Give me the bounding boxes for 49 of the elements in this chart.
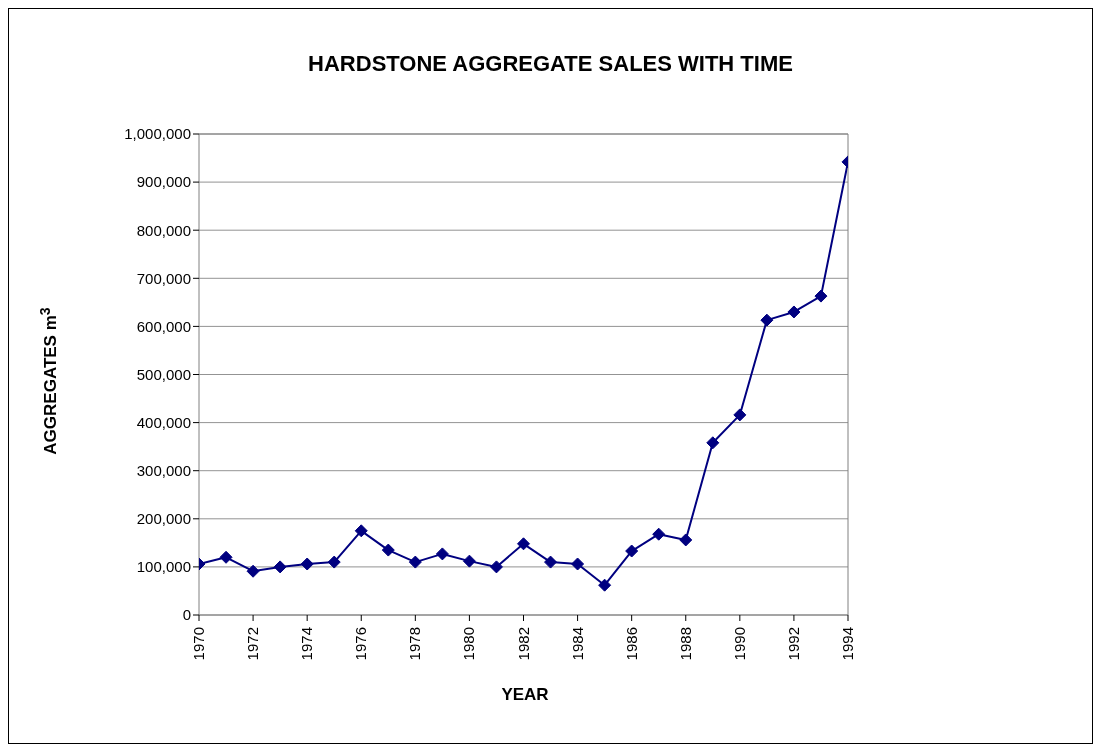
point <box>381 543 395 557</box>
x-tick-label: 1980 <box>460 627 478 661</box>
point <box>814 289 828 303</box>
y-tick-label: 300,000 <box>136 462 191 480</box>
point <box>544 555 558 569</box>
y-tick-label: 700,000 <box>136 269 191 287</box>
point <box>219 550 233 564</box>
y-tick-label: 600,000 <box>136 317 191 335</box>
point <box>598 578 612 592</box>
x-tick-label: 1974 <box>298 627 316 661</box>
x-tick-label: 1976 <box>352 627 370 661</box>
y-tick-label: 200,000 <box>136 510 191 528</box>
x-tick-label: 1986 <box>622 627 640 661</box>
x-tick-label: 1984 <box>568 627 586 661</box>
point <box>760 313 774 327</box>
x-tick-label: 1990 <box>730 627 748 661</box>
point <box>571 557 585 571</box>
point <box>733 408 747 422</box>
x-tick-label: 1972 <box>244 627 262 661</box>
x-tick-label: 1970 <box>190 627 207 661</box>
point <box>706 436 720 450</box>
x-tick-label: 1988 <box>676 627 694 661</box>
point <box>517 537 530 551</box>
y-tick-label: 1,000,000 <box>124 125 191 143</box>
point <box>408 555 422 569</box>
x-tick-label: 1992 <box>784 627 802 661</box>
point <box>354 524 368 538</box>
point <box>462 554 476 568</box>
y-tick-label: 0 <box>182 606 191 624</box>
point <box>435 547 449 561</box>
chart-title: HARDSTONE AGGREGATE SALES WITH TIME <box>307 51 794 77</box>
y-tick-label: 100,000 <box>136 558 191 576</box>
point <box>652 527 666 541</box>
point <box>246 564 260 578</box>
x-axis-title: YEAR <box>500 685 550 705</box>
y-tick-label: 900,000 <box>136 173 191 191</box>
point <box>300 557 314 571</box>
point <box>273 560 287 574</box>
x-tick-label: 1978 <box>406 627 424 661</box>
point <box>787 305 801 319</box>
y-tick-label: 500,000 <box>136 365 191 383</box>
x-tick-label: 1982 <box>514 627 532 661</box>
x-tick-label: 1994 <box>839 627 856 661</box>
y-tick-label: 400,000 <box>136 413 191 431</box>
point <box>679 533 693 547</box>
point <box>327 555 341 569</box>
point <box>489 560 503 574</box>
y-tick-label: 800,000 <box>136 221 191 239</box>
point <box>625 544 639 558</box>
